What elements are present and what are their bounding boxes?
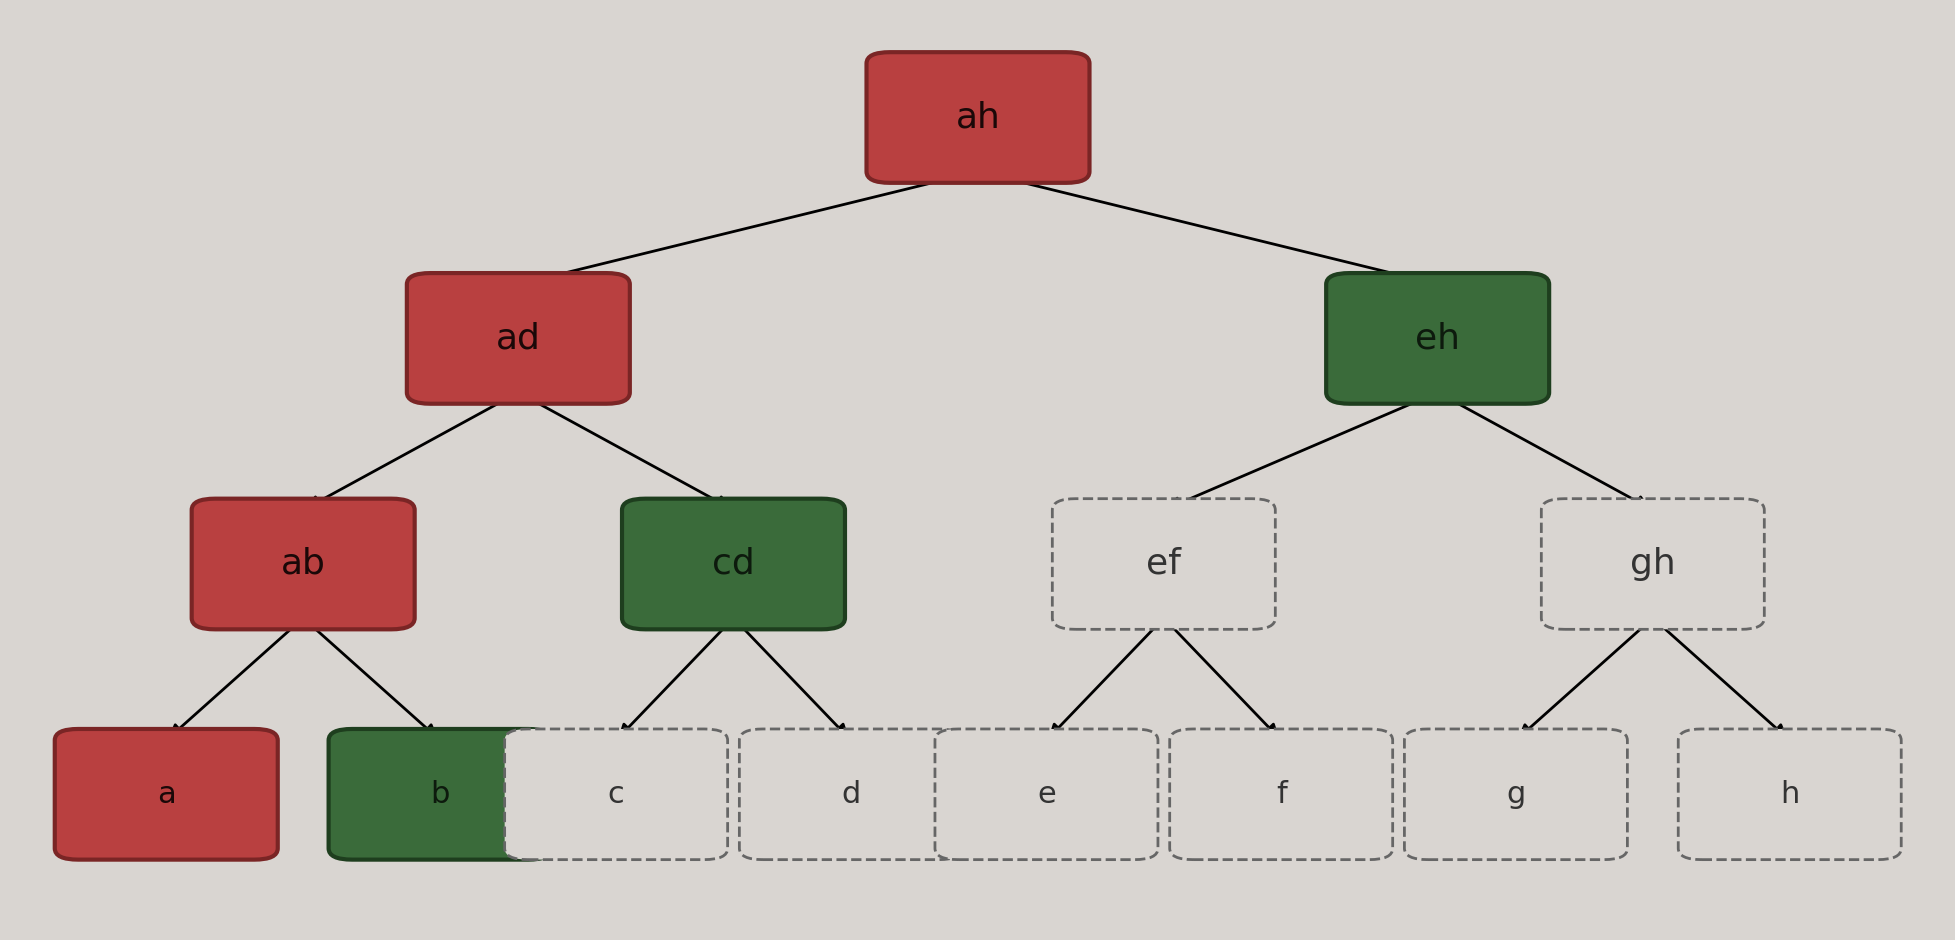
FancyBboxPatch shape — [739, 729, 962, 859]
Text: f: f — [1275, 780, 1286, 808]
FancyBboxPatch shape — [622, 498, 845, 630]
FancyBboxPatch shape — [407, 273, 630, 404]
Text: ef: ef — [1146, 547, 1181, 581]
FancyBboxPatch shape — [328, 729, 551, 859]
Text: gh: gh — [1629, 547, 1675, 581]
FancyBboxPatch shape — [1677, 729, 1900, 859]
FancyBboxPatch shape — [1541, 498, 1763, 630]
Text: h: h — [1779, 780, 1799, 808]
Text: ah: ah — [956, 101, 999, 134]
FancyBboxPatch shape — [1404, 729, 1627, 859]
Text: a: a — [156, 780, 176, 808]
FancyBboxPatch shape — [934, 729, 1157, 859]
Text: cd: cd — [712, 547, 755, 581]
Text: eh: eh — [1413, 321, 1460, 355]
FancyBboxPatch shape — [1052, 498, 1275, 630]
FancyBboxPatch shape — [504, 729, 727, 859]
Text: g: g — [1505, 780, 1525, 808]
FancyBboxPatch shape — [1169, 729, 1392, 859]
Text: ad: ad — [497, 321, 540, 355]
FancyBboxPatch shape — [192, 498, 414, 630]
Text: e: e — [1036, 780, 1056, 808]
Text: d: d — [841, 780, 860, 808]
Text: b: b — [430, 780, 450, 808]
Text: c: c — [608, 780, 624, 808]
Text: ab: ab — [282, 547, 325, 581]
FancyBboxPatch shape — [55, 729, 278, 859]
FancyBboxPatch shape — [866, 52, 1089, 182]
FancyBboxPatch shape — [1325, 273, 1548, 404]
